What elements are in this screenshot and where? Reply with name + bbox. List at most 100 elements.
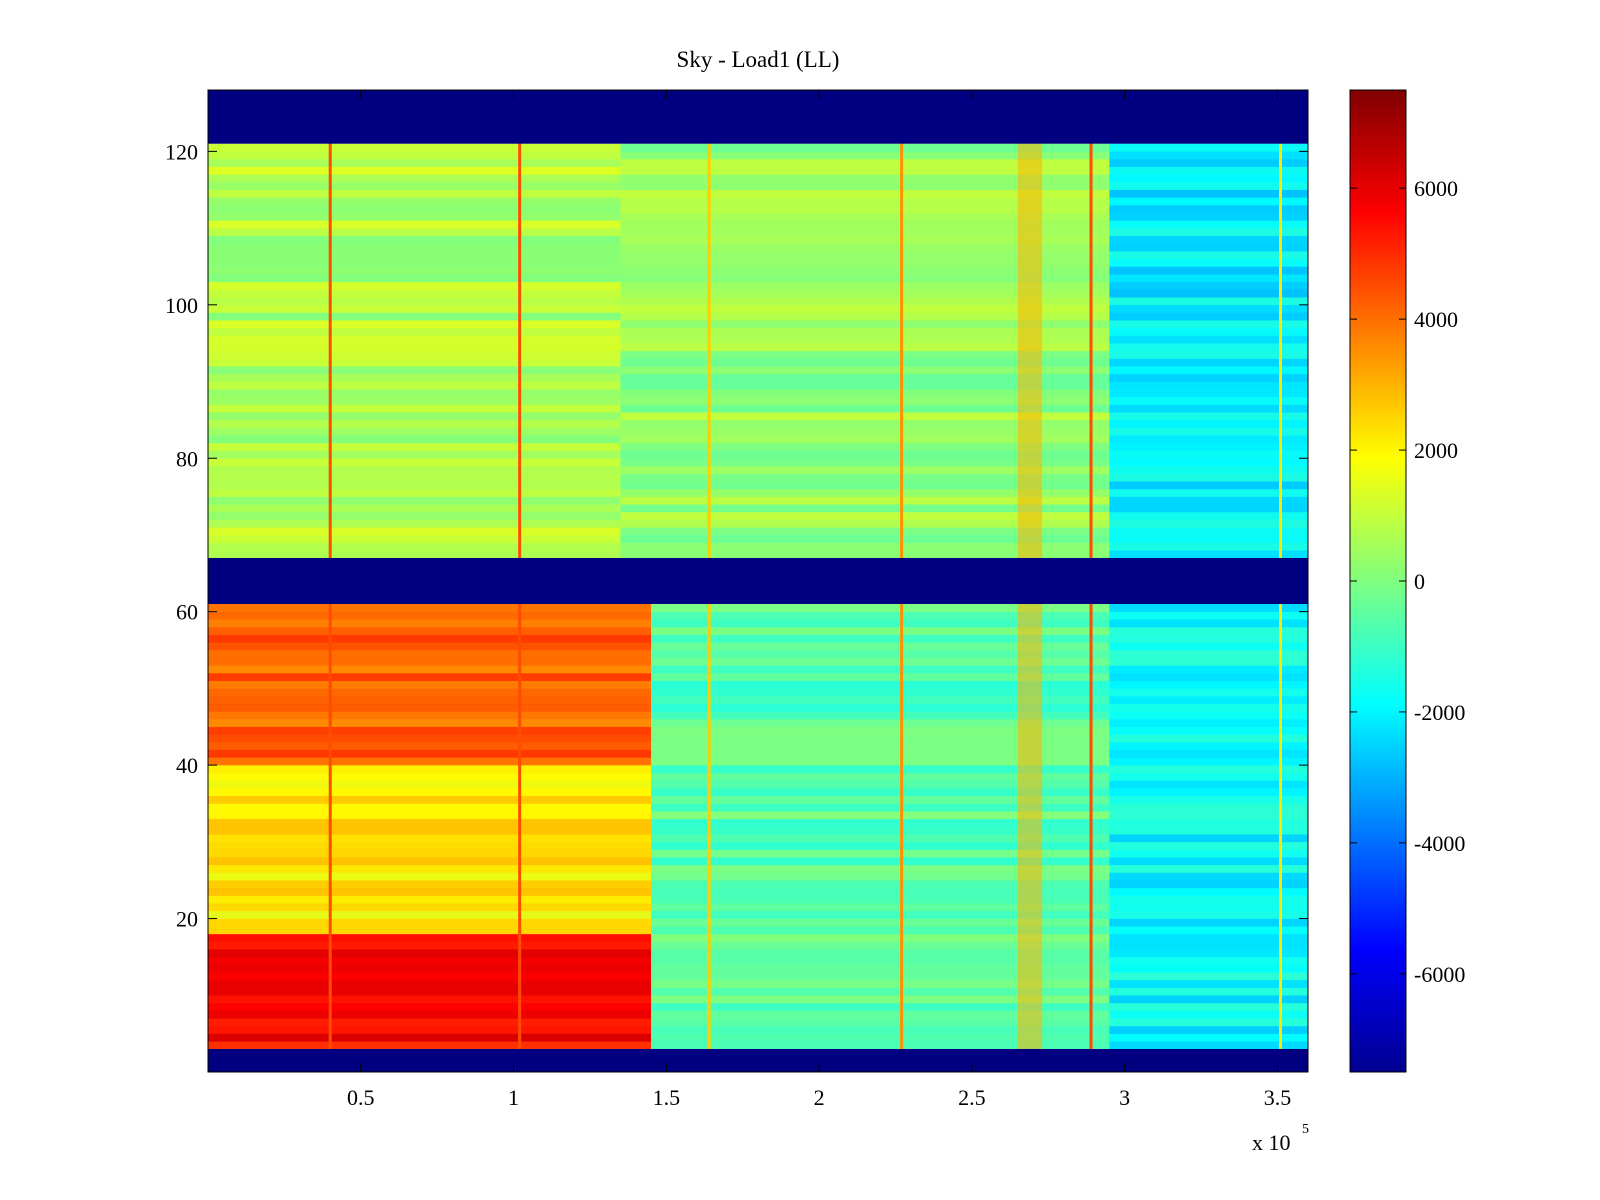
heatmap-stripe xyxy=(1109,504,1308,513)
heatmap-stripe xyxy=(1109,527,1308,536)
heatmap-stripe xyxy=(208,404,621,413)
heatmap-stripe xyxy=(208,933,652,942)
heatmap-stripe xyxy=(208,780,652,789)
heatmap-stripe xyxy=(208,258,621,267)
heatmap-stripe xyxy=(1109,765,1308,774)
heatmap-stripe xyxy=(208,550,621,559)
heatmap-stripe xyxy=(620,304,1110,313)
heatmap-stripe xyxy=(208,289,621,298)
heatmap-stripe xyxy=(1109,949,1308,958)
heatmap-stripe xyxy=(1109,427,1308,436)
heatmap-stripe xyxy=(1109,657,1308,666)
heatmap-stripe xyxy=(208,442,621,451)
heatmap-stripe xyxy=(620,465,1110,474)
heatmap-stripe xyxy=(651,726,1110,735)
heatmap-stripe xyxy=(1109,956,1308,965)
heatmap-stripe xyxy=(208,864,652,873)
heatmap-stripe xyxy=(651,711,1110,720)
y-axis: 20 40 60 80 100 120 xyxy=(165,139,1308,932)
heatmap-stripe xyxy=(651,903,1110,912)
heatmap-stripe xyxy=(620,504,1110,513)
heatmap-stripe xyxy=(620,435,1110,444)
heatmap-stripe xyxy=(1109,688,1308,697)
heatmap-stripe xyxy=(620,488,1110,497)
heatmap-stripe xyxy=(1109,872,1308,881)
heatmap-stripe xyxy=(208,926,652,935)
heatmap-stripe xyxy=(620,404,1110,413)
heatmap-stripe xyxy=(1109,534,1308,543)
heatmap-stripe xyxy=(208,757,652,766)
x-multiplier: x 10 xyxy=(1252,1130,1291,1155)
heatmap-stripe xyxy=(208,151,621,160)
heatmap-stripe xyxy=(651,604,1110,612)
x-tick-label: 2 xyxy=(814,1085,825,1110)
heatmap-stripe xyxy=(208,504,621,513)
heatmap-stripe xyxy=(208,281,621,290)
heatmap-stripe xyxy=(208,473,621,482)
heatmap-stripe xyxy=(1109,450,1308,459)
colorbar-tick-label: 4000 xyxy=(1414,307,1458,332)
heatmap-stripe xyxy=(1109,665,1308,674)
heatmap-stripe xyxy=(1109,228,1308,237)
heatmap-stripe xyxy=(620,373,1110,382)
heatmap-stripe xyxy=(208,189,621,198)
heatmap-stripe xyxy=(1109,312,1308,321)
masked-band-2 xyxy=(208,90,1308,144)
heatmap-stripe xyxy=(620,258,1110,267)
heatmap-stripe xyxy=(208,627,652,636)
heatmap-stripe xyxy=(651,834,1110,843)
heatmap-stripe xyxy=(208,1041,652,1050)
heatmap-stripe xyxy=(208,619,652,628)
heatmap-stripe xyxy=(208,650,652,659)
heatmap-stripe xyxy=(1109,373,1308,382)
heatmap-stripe xyxy=(651,742,1110,751)
heatmap-stripe xyxy=(1109,350,1308,359)
heatmap-stripe xyxy=(208,435,621,444)
heatmap-stripe xyxy=(208,895,652,904)
heatmap-stripe xyxy=(208,949,652,958)
heatmap-stripe xyxy=(651,780,1110,789)
heatmap-stripe xyxy=(208,772,652,781)
heatmap-stripe xyxy=(620,327,1110,336)
heatmap-stripe xyxy=(208,841,652,850)
heatmap-stripe xyxy=(651,1025,1110,1034)
heatmap-stripe xyxy=(1109,1018,1308,1027)
heatmap-stripe xyxy=(651,665,1110,674)
heatmap-stripe xyxy=(208,465,621,474)
heatmap-stripe xyxy=(1109,726,1308,735)
heatmap-stripe xyxy=(208,979,652,988)
heatmap-stripe xyxy=(208,320,621,329)
heatmap-stripe xyxy=(1109,281,1308,290)
heatmap-stripe xyxy=(208,220,621,229)
heatmap-stripe xyxy=(208,266,621,275)
heatmap-stripe xyxy=(208,542,621,551)
heatmap-stripe xyxy=(1109,918,1308,927)
heatmap-stripe xyxy=(651,941,1110,950)
heatmap-stripe xyxy=(620,243,1110,252)
heatmap-stripe xyxy=(651,826,1110,835)
heatmap-stripe xyxy=(1109,834,1308,843)
heatmap-stripe xyxy=(1109,327,1308,336)
heatmap-stripe xyxy=(620,481,1110,490)
heatmap-stripe xyxy=(620,519,1110,528)
heatmap-stripe xyxy=(208,834,652,843)
heatmap-stripe xyxy=(208,396,621,405)
heatmap-stripe xyxy=(651,803,1110,812)
heatmap-stripe xyxy=(651,734,1110,743)
heatmap-stripe xyxy=(208,880,652,889)
heatmap-stripe xyxy=(620,396,1110,405)
heatmap-stripe xyxy=(1109,343,1308,352)
heatmap-stripe xyxy=(208,182,621,191)
x-tick-label: 0.5 xyxy=(347,1085,375,1110)
heatmap-stripe xyxy=(620,450,1110,459)
heatmap-stripe xyxy=(1109,174,1308,183)
heatmap-stripe xyxy=(1109,235,1308,244)
heatmap-stripe xyxy=(208,205,621,214)
heatmap-stripe xyxy=(620,527,1110,536)
heatmap-stripe xyxy=(620,228,1110,237)
heatmap-stripe xyxy=(1109,335,1308,344)
heatmap-stripe xyxy=(651,857,1110,866)
heatmap-stripe xyxy=(208,703,652,712)
heatmap-stripe xyxy=(208,304,621,313)
